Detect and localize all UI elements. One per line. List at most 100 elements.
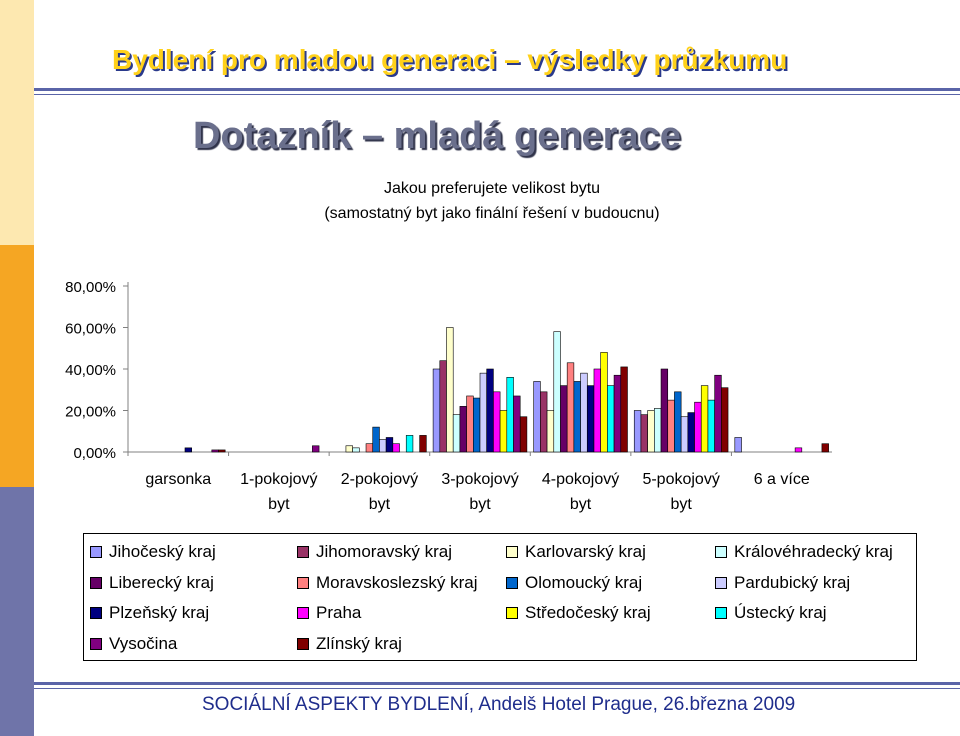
bar: [687, 412, 695, 453]
x-category-label: byt: [469, 496, 491, 513]
header-title: Bydlení pro mladou generaci – výsledky p…: [112, 44, 788, 75]
bar: [533, 381, 541, 453]
legend-item: Ústecký kraj: [715, 601, 827, 625]
legend-item: Karlovarský kraj: [506, 540, 646, 564]
side-band-light: [0, 0, 34, 245]
legend-label: Moravskoslezský kraj: [316, 572, 478, 592]
legend-swatch: [90, 546, 102, 558]
bar: [714, 374, 722, 453]
legend-item: Zlínský kraj: [297, 632, 402, 656]
x-category-label: byt: [268, 496, 290, 513]
legend-label: Karlovarský kraj: [525, 542, 646, 561]
legend-label: Královéhradecký kraj: [734, 542, 893, 561]
bar: [700, 385, 709, 453]
legend-item: Liberecký kraj: [90, 571, 214, 595]
legend-label: Jihomoravský kraj: [316, 542, 453, 561]
bar: [452, 414, 461, 453]
legend-swatch: [297, 546, 309, 558]
chart-title-line-1: Jakou preferujete velikost bytu: [383, 180, 601, 197]
legend-label: Ústecký kraj: [734, 603, 827, 622]
bar: [593, 368, 601, 453]
y-tick-label: 0,00%: [73, 445, 116, 462]
chart-legend: Jihočeský kraj Jihomoravský kraj Karlovars…: [83, 533, 917, 661]
legend-item: Jihočeský kraj: [90, 540, 216, 564]
bar: [312, 445, 320, 453]
bar: [680, 416, 689, 453]
bar: [794, 447, 803, 453]
header-rule-top: [34, 88, 960, 91]
legend-label: Vysočina: [109, 633, 178, 653]
x-category-label: garsonka: [145, 471, 211, 488]
legend-label: Olomoucký kraj: [525, 572, 643, 592]
bar: [345, 445, 353, 453]
bar: [459, 406, 467, 453]
bar: [184, 447, 192, 453]
legend-label: Pardubický kraj: [734, 572, 851, 592]
bar: [493, 391, 501, 453]
footer-text: SOCIÁLNÍ ASPEKTY BYDLENÍ, Andelš Hotel P…: [202, 694, 796, 715]
bar: [620, 366, 628, 453]
x-category-label: byt: [670, 496, 692, 513]
bar: [633, 410, 642, 453]
footer-rule-top: [34, 682, 960, 685]
y-tick-label: 20,00%: [65, 404, 116, 421]
x-category-label: 6 a více: [754, 471, 810, 488]
legend-label: Zlínský kraj: [316, 633, 402, 653]
x-category-label: 2-pokojový: [341, 471, 418, 488]
bar: [654, 408, 662, 453]
bar: [392, 443, 400, 453]
header-rule-thin: [34, 94, 960, 95]
x-category-label: 5-pokojový: [642, 471, 719, 488]
legend-label: Středočeský kraj: [525, 603, 651, 622]
bar: [613, 374, 622, 453]
x-category-label: byt: [570, 496, 592, 513]
legend-swatch: [506, 546, 518, 558]
bar: [446, 327, 454, 453]
x-category-label: 4-pokojový: [542, 471, 619, 488]
bar: [540, 391, 548, 453]
y-tick-label: 80,00%: [65, 279, 116, 296]
bar: [647, 410, 655, 453]
bar: [519, 416, 528, 453]
bar: [372, 426, 380, 453]
bar: [660, 368, 669, 453]
x-axis-labels: garsonka 1-pokojový byt 2-pokojový byt 3-poko…: [145, 471, 809, 513]
chart-bars: [127, 327, 829, 456]
legend-item: Praha: [297, 601, 361, 625]
bar: [405, 435, 414, 453]
bar: [211, 449, 219, 453]
legend-swatch: [90, 607, 102, 619]
bar: [560, 385, 568, 453]
bar: [694, 401, 702, 453]
legend-swatch: [506, 607, 518, 619]
bar: [821, 443, 829, 453]
legend-label: Liberecký kraj: [109, 572, 214, 592]
legend-item: Plzeňský kraj: [90, 601, 209, 625]
legend-item: Pardubický kraj: [715, 571, 850, 595]
legend-item: Jihomoravský kraj: [297, 540, 452, 564]
chart-title-line-2: (samostatný byt jako finální řešení v bu…: [324, 205, 660, 222]
bar: [546, 410, 555, 453]
bar: [352, 447, 360, 453]
legend-item: Královéhradecký kraj: [715, 540, 893, 564]
bar: [607, 385, 615, 453]
bar: [707, 399, 715, 453]
bar: [432, 368, 441, 453]
bar: [580, 372, 588, 453]
bar: [479, 372, 487, 453]
side-band-orange: [0, 245, 34, 487]
legend-swatch: [90, 576, 102, 589]
legend-swatch: [90, 637, 102, 650]
bar: [365, 443, 374, 453]
legend-label: Praha: [316, 603, 362, 622]
footer-rule-thin: [34, 688, 960, 689]
y-tick-label: 60,00%: [65, 321, 116, 338]
bar: [600, 352, 608, 453]
x-category-label: byt: [369, 496, 391, 513]
bar: [439, 360, 447, 453]
bar: [486, 368, 494, 453]
side-band-blue: [0, 487, 34, 736]
bar: [566, 362, 575, 453]
bar: [379, 439, 387, 453]
legend-swatch: [715, 546, 727, 558]
